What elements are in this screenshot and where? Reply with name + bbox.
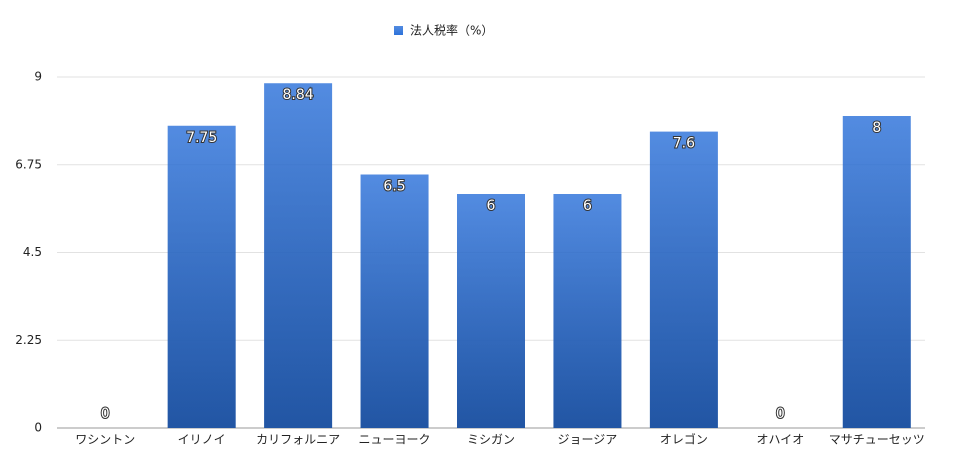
bar-shade <box>649 131 718 428</box>
value-label: 6 <box>487 198 496 214</box>
x-tick-label: ミシガン <box>467 433 515 447</box>
value-label: 8 <box>872 120 881 136</box>
value-label: 6 <box>583 198 592 214</box>
bar-shade <box>457 194 525 428</box>
x-tick-label: オレゴン <box>660 432 708 447</box>
value-label: 0 <box>776 406 785 422</box>
x-tick-label: マサチューセッツ <box>829 433 925 447</box>
value-label: 7.75 <box>186 130 217 146</box>
y-tick-label: 9 <box>34 70 42 84</box>
x-tick-label: ニューヨーク <box>359 433 431 447</box>
bar-shade <box>167 125 236 428</box>
x-tick-label: イリノイ <box>178 433 226 447</box>
y-tick-label: 6.75 <box>15 157 42 171</box>
bar-shade <box>842 116 911 428</box>
y-tick-label: 0 <box>34 421 42 435</box>
value-label: 0 <box>101 406 110 422</box>
y-tick-label: 2.25 <box>15 333 42 347</box>
bar-shade <box>264 83 333 429</box>
bar-shade <box>360 174 429 428</box>
x-tick-label: カリフォルニア <box>256 433 340 447</box>
x-tick-label: ワシントン <box>75 433 135 447</box>
legend-label: 法人税率（%） <box>410 23 493 38</box>
bar-shade <box>553 194 622 428</box>
x-tick-label: ジョージア <box>558 433 618 447</box>
legend-swatch <box>394 26 403 35</box>
x-tick-label: オハイオ <box>756 433 804 447</box>
value-label: 8.84 <box>283 87 314 103</box>
y-tick-label: 4.5 <box>23 245 42 259</box>
value-label: 7.6 <box>673 136 695 152</box>
value-label: 6.5 <box>383 179 405 195</box>
